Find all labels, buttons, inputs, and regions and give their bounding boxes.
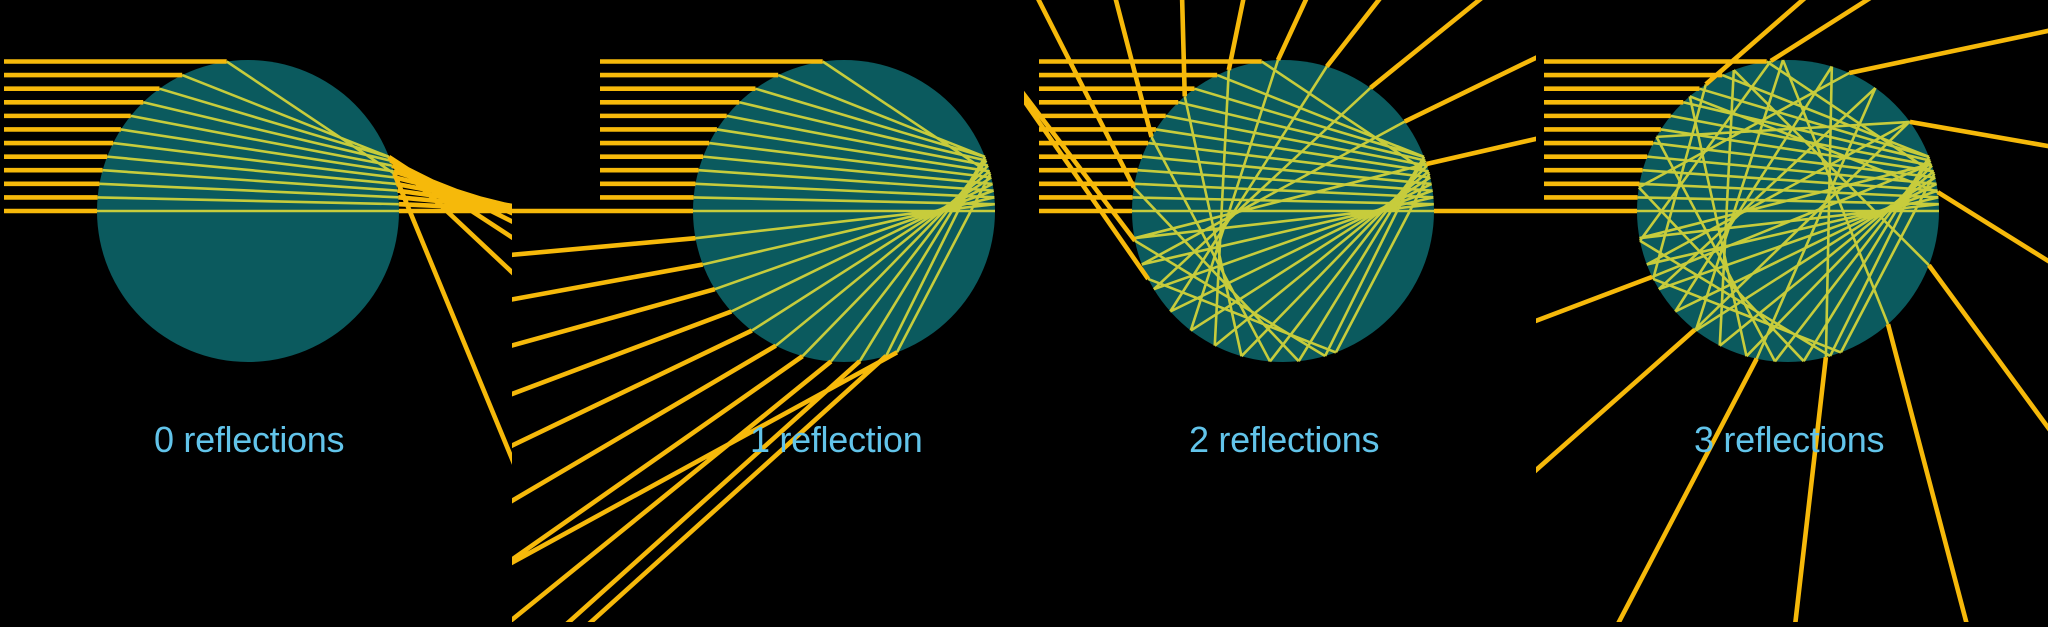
- svg-text:2 reflections: 2 reflections: [1189, 419, 1379, 460]
- svg-text:1 reflection: 1 reflection: [750, 419, 923, 460]
- svg-text:0 reflections: 0 reflections: [154, 419, 344, 460]
- svg-text:3 reflections: 3 reflections: [1694, 419, 1884, 460]
